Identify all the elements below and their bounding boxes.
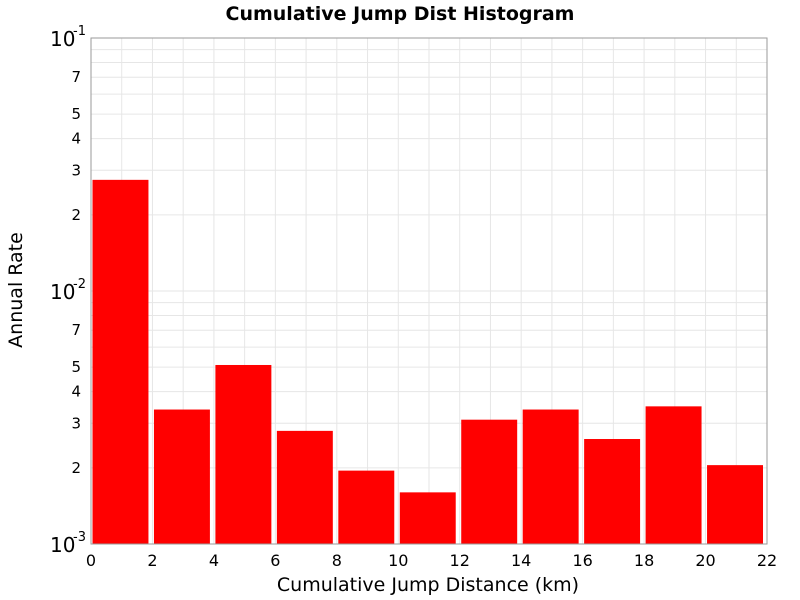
y-tick-label-minor: 5	[71, 358, 81, 376]
x-tick-label: 8	[332, 551, 342, 570]
x-tick-label: 10	[388, 551, 408, 570]
histogram-bar	[707, 465, 763, 544]
y-tick-label-major: 10	[50, 280, 75, 304]
y-tick-label-exponent: -1	[73, 24, 86, 39]
x-tick-label: 4	[209, 551, 219, 570]
histogram-bar	[92, 179, 149, 545]
histogram-bar	[522, 409, 579, 544]
plot-frame	[90, 37, 768, 545]
y-tick-label-minor: 3	[71, 414, 81, 432]
y-tick-label-minor: 5	[71, 105, 81, 123]
histogram-bar	[338, 470, 395, 544]
x-tick-label: 20	[695, 551, 715, 570]
y-axis-label: Annual Rate	[5, 232, 27, 348]
x-tick-label: 22	[757, 551, 777, 570]
y-tick-label-exponent: -3	[73, 530, 86, 545]
chart-title: Cumulative Jump Dist Histogram	[226, 3, 575, 25]
x-axis-label: Cumulative Jump Distance (km)	[277, 574, 579, 596]
y-tick-label-exponent: -2	[73, 277, 86, 292]
y-tick-label-minor: 3	[71, 161, 81, 179]
x-tick-label: 18	[634, 551, 654, 570]
histogram-bar	[276, 430, 333, 544]
y-tick-label-minor: 4	[71, 130, 81, 148]
x-tick-label: 14	[511, 551, 531, 570]
x-tick-label: 0	[86, 551, 96, 570]
bar-layer	[92, 179, 763, 545]
x-tick-label: 2	[147, 551, 157, 570]
x-tick-label: 12	[450, 551, 470, 570]
y-tick-label-minor: 2	[71, 459, 81, 477]
x-tick-label: 6	[270, 551, 280, 570]
histogram-bar	[584, 439, 641, 544]
histogram-bar	[215, 364, 272, 544]
y-tick-label-minor: 2	[71, 206, 81, 224]
histogram-bar	[153, 409, 210, 544]
x-tick-labels: 0 2 4 6 8 10 12 14 16 18 20 22	[86, 551, 777, 570]
y-tick-label-major: 10	[50, 533, 75, 557]
x-tick-label: 16	[572, 551, 592, 570]
y-tick-label-minor: 7	[71, 68, 81, 86]
y-tick-label-minor: 4	[71, 383, 81, 401]
y-tick-label-minor: 7	[71, 321, 81, 339]
histogram-bar	[461, 419, 518, 544]
y-tick-label-major: 10	[50, 27, 75, 51]
histogram-bar	[645, 406, 702, 544]
histogram-bar	[399, 492, 456, 544]
